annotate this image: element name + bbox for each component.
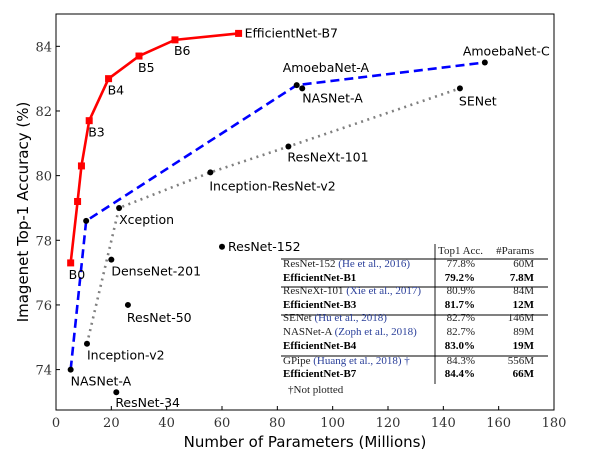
table-row-params: 66M	[513, 368, 535, 380]
point-label: B0	[69, 267, 86, 282]
point-label: EfficientNet-B7	[245, 25, 338, 40]
table-row-name: ResNet-152 (He et al., 2016)	[283, 258, 410, 270]
table-row-params: 19M	[513, 340, 535, 352]
point-label: NASNet-A	[71, 374, 132, 389]
data-point	[285, 143, 292, 150]
y-tick-label: 82	[35, 105, 52, 120]
table-row-acc: 79.2%	[445, 272, 475, 284]
y-tick-label: 78	[35, 234, 52, 249]
x-tick-label: 140	[431, 416, 456, 431]
x-tick-label: 180	[542, 416, 567, 431]
axes-frame	[55, 13, 555, 411]
table-row-acc: 82.7%	[447, 312, 475, 324]
data-point-square	[67, 259, 75, 267]
point-label: ResNet-50	[127, 310, 192, 325]
table-row-params: 7.8M	[510, 272, 535, 284]
data-point	[108, 256, 115, 263]
data-point	[219, 243, 225, 250]
point-label: DenseNet-201	[111, 264, 201, 279]
table-row-acc: 82.7%	[447, 326, 475, 338]
data-point	[116, 204, 123, 211]
citation: (He et al., 2016)	[336, 258, 411, 270]
data-point	[293, 82, 300, 89]
series-line-blue-dashed	[69, 61, 485, 370]
data-point-square	[105, 75, 113, 83]
table-row-name: ResNeXt-101 (Xie et al., 2017)	[283, 285, 421, 297]
citation: (Xie et al., 2017)	[344, 285, 422, 297]
x-axis-label: Number of Parameters (Millions)	[184, 433, 427, 451]
data-point	[124, 301, 131, 308]
point-label: B5	[138, 60, 155, 75]
x-tick-label: 160	[486, 416, 511, 431]
citation: (Huang et al., 2018) †	[311, 355, 411, 367]
table-row-name: EfficientNet-B7	[283, 368, 357, 380]
point-label: Inception-ResNet-v2	[209, 178, 335, 193]
data-point-square	[135, 52, 143, 60]
x-tick-label: 20	[103, 416, 120, 431]
series-line-red-solid-square	[69, 32, 239, 264]
table-row-name: EfficientNet-B4	[283, 340, 357, 352]
x-tick-label: 120	[376, 416, 401, 431]
point-label: ResNet-152	[228, 239, 301, 254]
table-row-name: SENet (Hu et al., 2018)	[283, 312, 387, 324]
data-point	[207, 169, 214, 176]
table-row-params: 84M	[513, 285, 534, 297]
point-label: AmoebaNet-C	[463, 43, 550, 58]
x-tick-label: 80	[269, 416, 286, 431]
y-axis-label: Imagenet Top-1 Accuracy (%)	[14, 102, 32, 323]
citation: (Zoph et al., 2018)	[332, 326, 417, 338]
data-point-square	[74, 197, 82, 205]
point-label: ResNet-34	[115, 395, 180, 410]
table-row-params: 556M	[508, 355, 535, 367]
data-point-square	[171, 36, 179, 44]
data-point-square	[85, 117, 93, 125]
table-row-acc: 80.9%	[447, 285, 475, 297]
table-row-name: EfficientNet-B1	[283, 272, 356, 284]
point-label: Inception-v2	[87, 348, 165, 363]
data-point	[83, 217, 90, 224]
data-point-square	[235, 29, 243, 37]
x-tick-label: 60	[214, 416, 231, 431]
y-tick-label: 84	[35, 40, 52, 55]
table-header-params: #Params	[496, 245, 534, 257]
point-label: B6	[174, 43, 191, 58]
comparison-table: Top1 Acc. #Params ResNet-152 (He et al., 2…	[281, 244, 548, 396]
table-row-params: 89M	[513, 326, 534, 338]
table-row-name: EfficientNet-B3	[283, 299, 357, 311]
table-row-acc: 77.8%	[447, 258, 475, 270]
y-tick-label: 80	[35, 170, 52, 185]
x-tick-label: 100	[320, 416, 345, 431]
table-row-params: 12M	[513, 299, 535, 311]
table-row-params: 146M	[508, 312, 535, 324]
data-point	[67, 366, 74, 373]
point-label: SENet	[459, 93, 497, 108]
table-row-name: NASNet-A (Zoph et al., 2018)	[283, 326, 417, 338]
table-row-acc: 84.4%	[445, 368, 475, 380]
table-row-acc: 84.3%	[447, 355, 475, 367]
table-row-name: GPipe (Huang et al., 2018) †	[283, 355, 410, 367]
data-point	[456, 85, 463, 92]
data-point	[83, 340, 90, 347]
point-label: Xception	[119, 212, 174, 227]
data-point	[481, 59, 488, 66]
data-point	[113, 389, 120, 396]
y-tick-label: 74	[35, 364, 52, 379]
point-label: B4	[108, 83, 125, 98]
data-point	[299, 85, 306, 92]
x-tick-label: 0	[52, 416, 60, 431]
x-tick-label: 40	[158, 416, 175, 431]
citation: (Hu et al., 2018)	[312, 312, 387, 324]
point-label: ResNeXt-101	[287, 150, 368, 165]
point-label: AmoebaNet-A	[283, 60, 370, 75]
y-tick-label: 76	[35, 299, 52, 314]
table-row-acc: 81.7%	[445, 299, 475, 311]
point-label: B3	[88, 125, 105, 140]
table-header-acc: Top1 Acc.	[438, 245, 483, 257]
table-row-acc: 83.0%	[445, 340, 475, 352]
data-point-square	[77, 162, 85, 170]
table-row-params: 60M	[513, 258, 534, 270]
table-footnote: †Not plotted	[288, 384, 344, 396]
point-label: NASNet-A	[302, 90, 363, 105]
